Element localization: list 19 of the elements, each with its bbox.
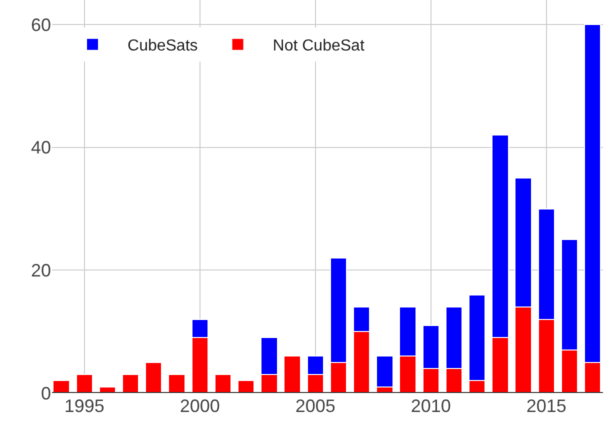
y-tick-label: 40 [30, 138, 51, 158]
x-tick-label: 2010 [410, 396, 451, 416]
x-tick-label: 1995 [64, 396, 104, 416]
bar [145, 362, 162, 393]
x-tick-label: 2015 [526, 396, 566, 416]
bar [122, 374, 140, 393]
legend-label: Not CubeSat [272, 38, 365, 55]
bar [52, 380, 70, 393]
y-tick-label: 20 [30, 260, 51, 280]
x-tick-label: 2005 [295, 396, 336, 416]
y-tick-label: 60 [30, 14, 51, 35]
bar [214, 374, 232, 393]
y-tick-label: 0 [40, 383, 51, 404]
bar [76, 374, 93, 393]
bar [237, 380, 255, 393]
bar [284, 356, 301, 393]
legend-label: CubeSats [128, 38, 198, 55]
x-tick-label: 2000 [180, 396, 220, 416]
bar [168, 374, 186, 393]
